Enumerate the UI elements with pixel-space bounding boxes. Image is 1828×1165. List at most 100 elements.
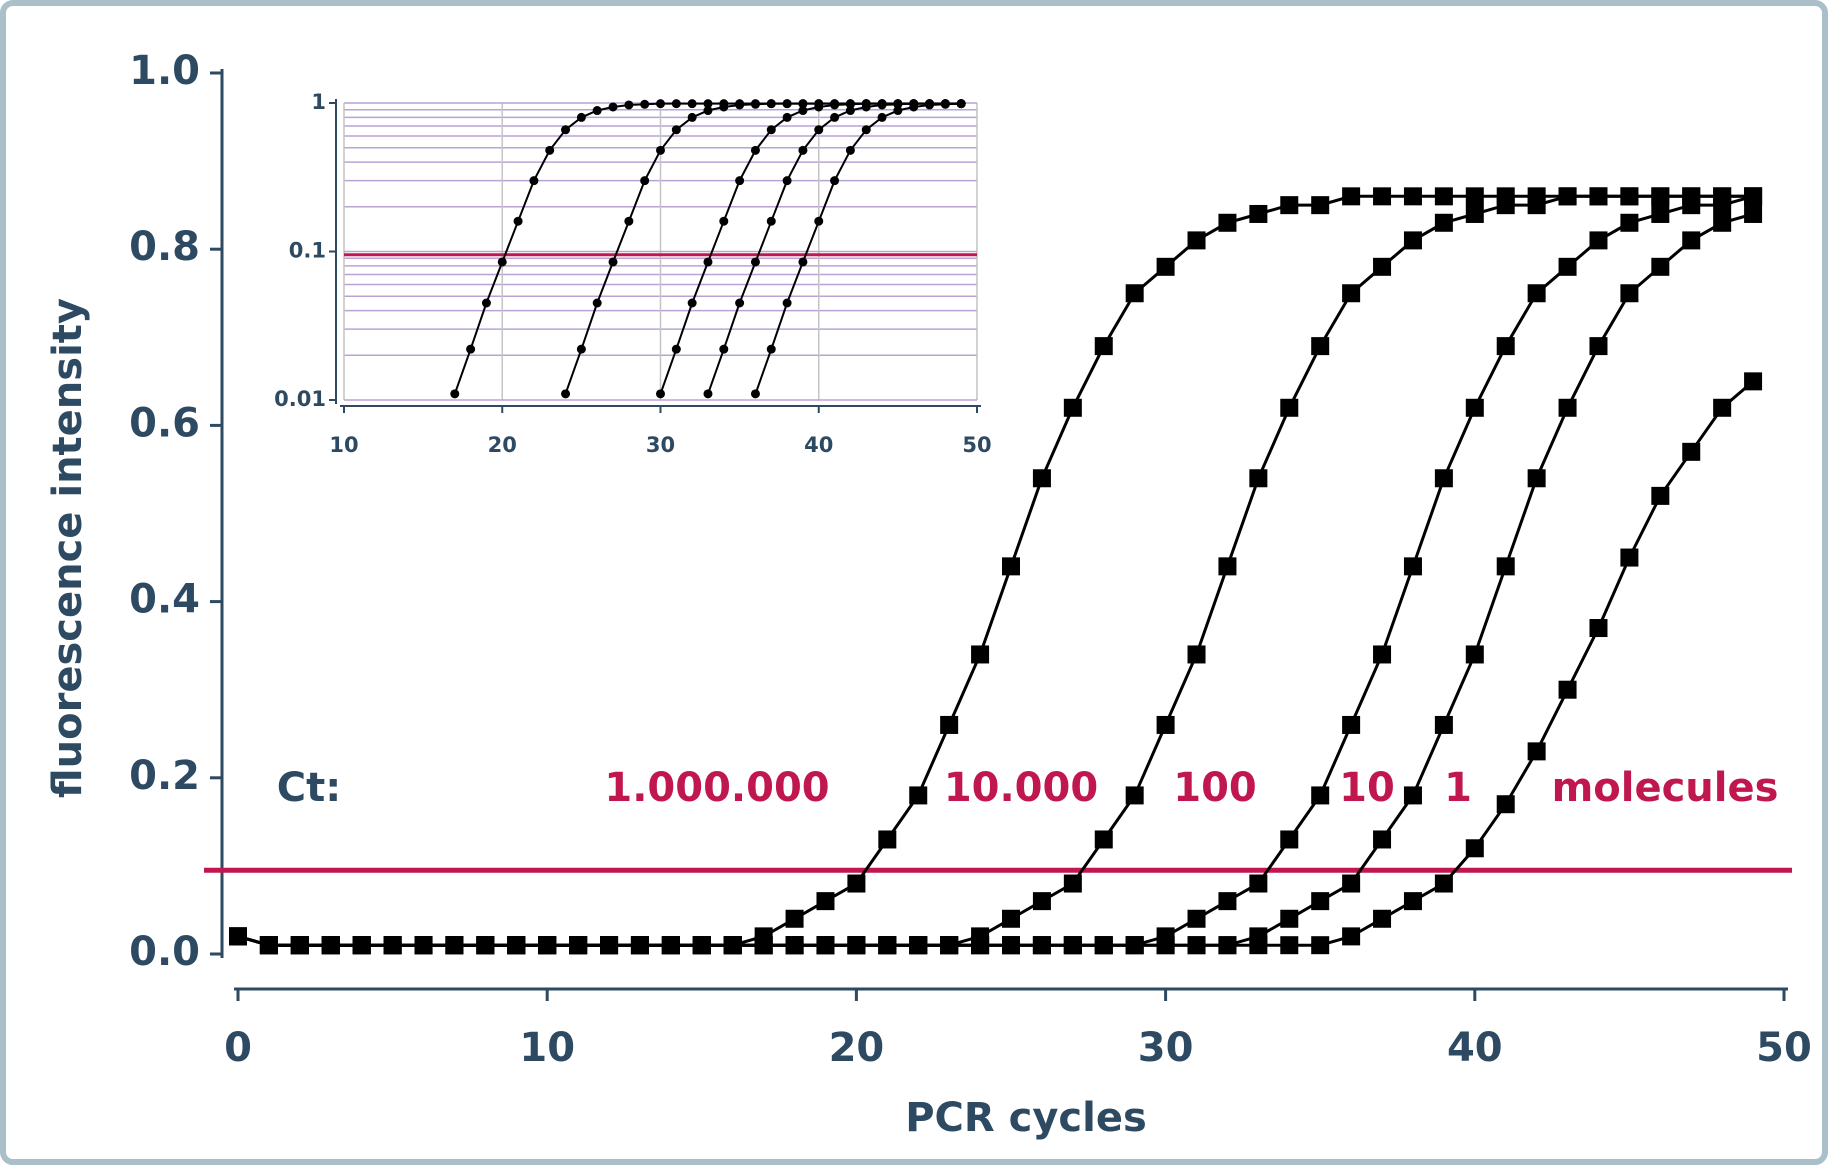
data-point <box>1218 892 1237 911</box>
data-point <box>1527 742 1546 761</box>
data-point <box>538 936 557 955</box>
data-point <box>259 936 278 955</box>
data-point <box>1589 187 1608 206</box>
data-point <box>1465 187 1484 206</box>
data-point <box>782 99 792 109</box>
data-point <box>878 936 897 955</box>
data-point <box>1620 213 1639 232</box>
x-tick-label: 20 <box>829 1025 885 1071</box>
data-point <box>608 102 618 112</box>
label-background <box>1336 766 1398 814</box>
data-point <box>1063 398 1082 417</box>
data-point <box>845 145 855 155</box>
data-point <box>529 176 539 186</box>
data-point <box>1744 187 1763 206</box>
data-point <box>847 874 866 893</box>
data-point <box>1620 187 1639 206</box>
data-point <box>1094 830 1113 849</box>
data-point <box>600 936 619 955</box>
data-point <box>703 389 713 399</box>
data-point <box>861 125 871 135</box>
data-point <box>687 298 697 308</box>
data-point <box>750 257 760 267</box>
data-point <box>1002 936 1020 955</box>
data-point <box>608 257 618 267</box>
data-point <box>830 112 840 122</box>
data-point <box>830 176 840 186</box>
x-tick-label: 50 <box>962 433 991 457</box>
data-point <box>798 145 808 155</box>
data-point <box>1187 645 1206 664</box>
data-point <box>1311 786 1330 805</box>
y-tick-label: 0.1 <box>289 239 326 263</box>
data-point <box>466 344 476 354</box>
data-point <box>766 216 776 226</box>
data-point <box>878 830 897 849</box>
data-point <box>545 145 555 155</box>
data-point <box>1280 936 1299 955</box>
data-point <box>940 99 950 109</box>
data-point <box>1651 204 1670 223</box>
data-point <box>1713 398 1732 417</box>
data-point <box>1125 936 1144 955</box>
data-point <box>723 936 742 955</box>
data-point <box>893 106 903 116</box>
x-tick-label: 10 <box>519 1025 575 1071</box>
data-point <box>1342 927 1361 946</box>
data-point <box>352 936 371 955</box>
data-point <box>785 936 804 955</box>
data-point <box>1682 442 1701 461</box>
data-point <box>1125 786 1144 805</box>
data-point <box>703 99 713 109</box>
data-point <box>1249 204 1268 223</box>
data-point <box>671 125 681 135</box>
data-point <box>592 298 602 308</box>
data-point <box>1527 196 1546 215</box>
data-point <box>1496 196 1515 215</box>
y-axis-title: fluorescence intensity <box>45 298 91 798</box>
data-point <box>893 99 903 109</box>
data-point <box>750 99 760 109</box>
data-point <box>1496 557 1515 576</box>
data-point <box>735 298 745 308</box>
data-point <box>1403 557 1422 576</box>
data-point <box>1218 213 1237 232</box>
data-point <box>719 344 729 354</box>
data-point <box>909 102 919 112</box>
data-point <box>687 99 697 109</box>
data-point <box>782 112 792 122</box>
data-point <box>1187 231 1206 250</box>
data-point <box>1156 257 1175 276</box>
data-point <box>290 936 309 955</box>
data-point <box>1280 398 1299 417</box>
data-point <box>1311 936 1330 955</box>
data-point <box>1311 892 1330 911</box>
data-point <box>1527 469 1546 488</box>
data-point <box>1342 284 1361 303</box>
data-point <box>1342 874 1361 893</box>
data-point <box>383 936 402 955</box>
data-point <box>1311 196 1330 215</box>
data-point <box>1002 557 1020 576</box>
data-point <box>1589 231 1608 250</box>
label-background <box>936 766 1106 814</box>
data-point <box>497 257 507 267</box>
data-point <box>671 99 681 109</box>
data-point <box>1156 715 1175 734</box>
data-point <box>1249 936 1268 955</box>
series-label: 1.000.000 <box>604 765 829 811</box>
data-point <box>1032 892 1051 911</box>
data-point <box>1373 830 1392 849</box>
x-tick-label: 30 <box>646 433 675 457</box>
x-tick-label: 20 <box>488 433 517 457</box>
data-point <box>1280 196 1299 215</box>
data-point <box>1280 909 1299 928</box>
data-point <box>1403 892 1422 911</box>
data-point <box>1342 187 1361 206</box>
data-point <box>229 927 247 946</box>
annotation: molecules <box>1552 765 1779 811</box>
data-point <box>814 216 824 226</box>
data-point <box>1373 645 1392 664</box>
